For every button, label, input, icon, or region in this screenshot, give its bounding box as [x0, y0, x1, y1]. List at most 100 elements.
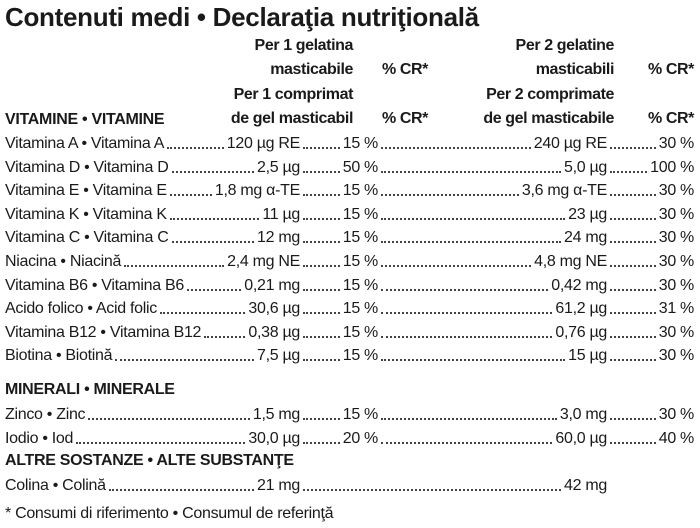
nutrient-row: Vitamina E • Vitamina E 1,8 mg α-TE 15 % 3,… [0, 179, 700, 202]
dot-leader [167, 146, 224, 149]
pct2-header-it: % CR* [647, 61, 694, 78]
value-per-2: 0,42 mg [551, 276, 607, 294]
pct-per-2: 31 % [658, 300, 695, 318]
pct-per-2: 30 % [658, 205, 695, 223]
segment-pct-1: 15 % [300, 226, 378, 249]
col1-header-it-line2: masticabile [270, 61, 353, 78]
pct-per-2: 30 % [658, 323, 695, 341]
dot-leader [381, 311, 553, 315]
dot-leader [610, 335, 656, 338]
dot-leader [610, 288, 656, 291]
dot-leader [381, 146, 531, 149]
value-per-1: 12 mg [257, 229, 300, 247]
segment-pct-2: 31 % [607, 297, 694, 320]
segment-per-1: Vitamina E • Vitamina E 1,8 mg α-TE [5, 179, 300, 202]
dot-leader [381, 417, 557, 420]
segment-pct-1: 15 % [300, 321, 378, 344]
nutrient-name: Colina • Colină [5, 477, 106, 494]
dot-leader [186, 288, 242, 291]
value-per-1: 120 µg RE [226, 135, 301, 152]
segment-per-1: Vitamina K • Vitamina K 11 µg [5, 203, 300, 226]
nutrient-name: Niacina • Niacină [5, 253, 122, 270]
pct-per-1: 15 % [342, 182, 379, 200]
segment-per-2: 23 µg [378, 203, 607, 226]
value-per-1: 1,8 mg α-TE [214, 182, 300, 200]
segment-per-1: Colina • Colină 21 mg [5, 474, 300, 497]
segment-pct-2: 30 % [607, 321, 694, 344]
nutrient-row: Vitamina K • Vitamina K 11 µg 15 % 23 µg 30 … [0, 203, 700, 226]
nutrient-name: Vitamina D • Vitamina D [5, 158, 169, 176]
value-per-2: 3,0 mg [559, 406, 607, 423]
nutrient-row: Zinco • Zinc 1,5 mg 15 % 3,0 mg 30 % [0, 403, 700, 426]
nutrient-row: Vitamina C • Vitamina C 12 mg 15 % 24 mg 30 … [0, 226, 700, 249]
nutrient-name: Vitamina K • Vitamina K [5, 205, 167, 223]
value-per-1: 2,4 mg NE [227, 253, 300, 270]
segment-per-1: Vitamina D • Vitamina D 2,5 µg [5, 156, 300, 179]
value-per-2: 4,8 mg NE [534, 253, 607, 270]
dot-leader [76, 441, 246, 444]
dot-leader [303, 358, 340, 362]
segment-per-2: 60,0 µg [378, 427, 607, 450]
value-per-1: 7,5 µg [256, 347, 300, 365]
segment-per-2: 42 mg [300, 474, 607, 497]
col1-header-it-line1: Per 1 gelatina [254, 37, 354, 54]
pct-per-1: 15 % [342, 406, 379, 423]
dot-leader [610, 217, 656, 220]
nutrient-name: Vitamina C • Vitamina C [5, 229, 169, 247]
dot-leader [610, 441, 656, 444]
value-per-1: 21 mg [257, 477, 300, 494]
dot-leader [169, 217, 260, 220]
value-per-1: 1,5 mg [252, 406, 300, 423]
segment-pct-1: 15 % [300, 203, 378, 226]
dot-leader [610, 358, 656, 362]
dot-leader [610, 170, 648, 173]
dot-leader [381, 441, 553, 444]
value-per-1: 30,0 µg [248, 429, 300, 447]
segment-per-1: Acido folico • Acid folic 30,6 µg [5, 297, 300, 320]
segment-per-2: 3,6 mg α-TE [378, 179, 607, 202]
value-per-2: 5,0 µg [563, 158, 607, 176]
nutrient-name: Zinco • Zinc [5, 406, 86, 423]
dot-leader [381, 170, 561, 173]
pct-per-1: 15 % [342, 300, 379, 318]
nutrient-name: Vitamina E • Vitamina E [5, 182, 167, 200]
value-per-2: 0,76 µg [555, 323, 607, 341]
pct-per-1: 50 % [342, 158, 379, 176]
pct-per-2: 30 % [658, 276, 695, 294]
dot-leader [303, 441, 340, 444]
footnote: * Consumi di riferimento • Consumul de r… [5, 505, 334, 522]
nutrient-row: Vitamina B6 • Vitamina B6 0,21 mg 15 % 0,42… [0, 274, 700, 297]
segment-per-2: 24 mg [378, 226, 607, 249]
segment-pct-1: 20 % [300, 427, 378, 450]
segment-pct-2: 30 % [607, 132, 694, 155]
section-minerals: MINERALI • MINERALE [5, 381, 175, 398]
nutrient-row: Acido folico • Acid folic 30,6 µg 15 % 61,2… [0, 297, 700, 320]
nutrient-row: Vitamina D • Vitamina D 2,5 µg 50 % 5,0 µg 1… [0, 156, 700, 179]
segment-per-2: 5,0 µg [378, 156, 607, 179]
dot-leader [381, 193, 519, 197]
nutrient-row: Vitamina B12 • Vitamina B12 0,38 µg 15 % 0,… [0, 321, 700, 344]
pct-per-1: 15 % [342, 276, 379, 294]
value-per-1: 0,21 mg [244, 276, 300, 294]
col2-header-it: Per 2 gelatine masticabili [516, 37, 615, 79]
section-vitamins: VITAMINE • VITAMINE [5, 111, 165, 128]
pct-per-1: 15 % [342, 205, 379, 223]
pct-per-2: 30 % [658, 406, 695, 423]
pct1-header-ro: % CR* [381, 110, 428, 127]
segment-per-1: Iodio • Iod 30,0 µg [5, 427, 300, 450]
dot-leader [115, 358, 254, 362]
nutrient-row: Niacina • Niacină 2,4 mg NE 15 % 4,8 mg NE 3… [0, 250, 700, 273]
value-per-2: 23 µg [568, 205, 607, 223]
value-per-2: 3,6 mg α-TE [521, 182, 607, 200]
segment-pct-2: 100 % [607, 156, 694, 179]
segment-per-1: Niacina • Niacină 2,4 mg NE [5, 250, 300, 273]
dot-leader [303, 170, 340, 173]
pct-per-2: 30 % [658, 253, 695, 270]
pct-per-1: 20 % [342, 429, 379, 447]
segment-pct-2: 30 % [607, 179, 694, 202]
dot-leader [303, 193, 340, 197]
nutrient-name: Biotina • Biotină [5, 347, 113, 365]
value-per-1: 11 µg [262, 205, 300, 223]
pct-per-1: 15 % [342, 347, 379, 365]
value-per-2: 61,2 µg [555, 300, 607, 318]
